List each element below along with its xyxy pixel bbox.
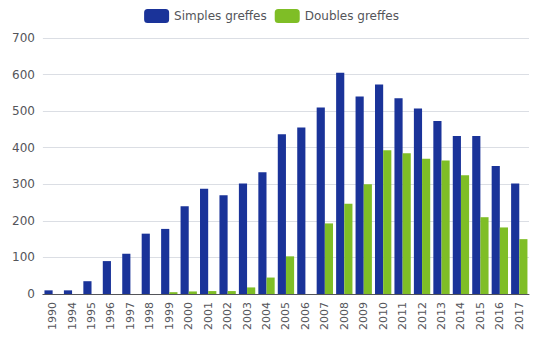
- svg-text:2007: 2007: [318, 302, 331, 330]
- svg-text:2015: 2015: [474, 302, 487, 330]
- svg-text:2008: 2008: [338, 302, 351, 330]
- svg-text:2004: 2004: [260, 302, 273, 330]
- svg-text:2014: 2014: [454, 302, 467, 330]
- svg-text:600: 600: [12, 68, 35, 82]
- svg-text:2011: 2011: [396, 302, 409, 330]
- svg-text:500: 500: [12, 104, 35, 118]
- svg-text:2005: 2005: [279, 302, 292, 330]
- svg-text:100: 100: [12, 250, 35, 264]
- svg-text:Simples greffes: Simples greffes: [174, 9, 267, 23]
- svg-text:2002: 2002: [221, 302, 234, 330]
- svg-text:1999: 1999: [163, 302, 176, 330]
- svg-text:Doubles greffes: Doubles greffes: [305, 9, 399, 23]
- svg-text:1995: 1995: [85, 302, 98, 330]
- svg-text:200: 200: [12, 214, 35, 228]
- svg-text:2013: 2013: [435, 302, 448, 330]
- svg-text:2001: 2001: [202, 302, 215, 330]
- svg-text:1998: 1998: [143, 302, 156, 330]
- svg-text:300: 300: [12, 177, 35, 191]
- svg-text:1994: 1994: [66, 302, 79, 330]
- svg-text:2016: 2016: [493, 302, 506, 330]
- svg-text:400: 400: [12, 141, 35, 155]
- svg-text:2017: 2017: [513, 302, 526, 330]
- svg-text:1990: 1990: [46, 302, 59, 330]
- svg-text:2012: 2012: [416, 302, 429, 330]
- svg-text:2009: 2009: [357, 302, 370, 330]
- svg-text:700: 700: [12, 31, 35, 45]
- svg-text:0: 0: [27, 287, 35, 301]
- svg-text:1996: 1996: [104, 302, 117, 330]
- svg-text:2010: 2010: [377, 302, 390, 330]
- svg-text:2003: 2003: [241, 302, 254, 330]
- svg-text:2006: 2006: [299, 302, 312, 330]
- svg-text:2000: 2000: [182, 302, 195, 330]
- svg-text:1997: 1997: [124, 302, 137, 330]
